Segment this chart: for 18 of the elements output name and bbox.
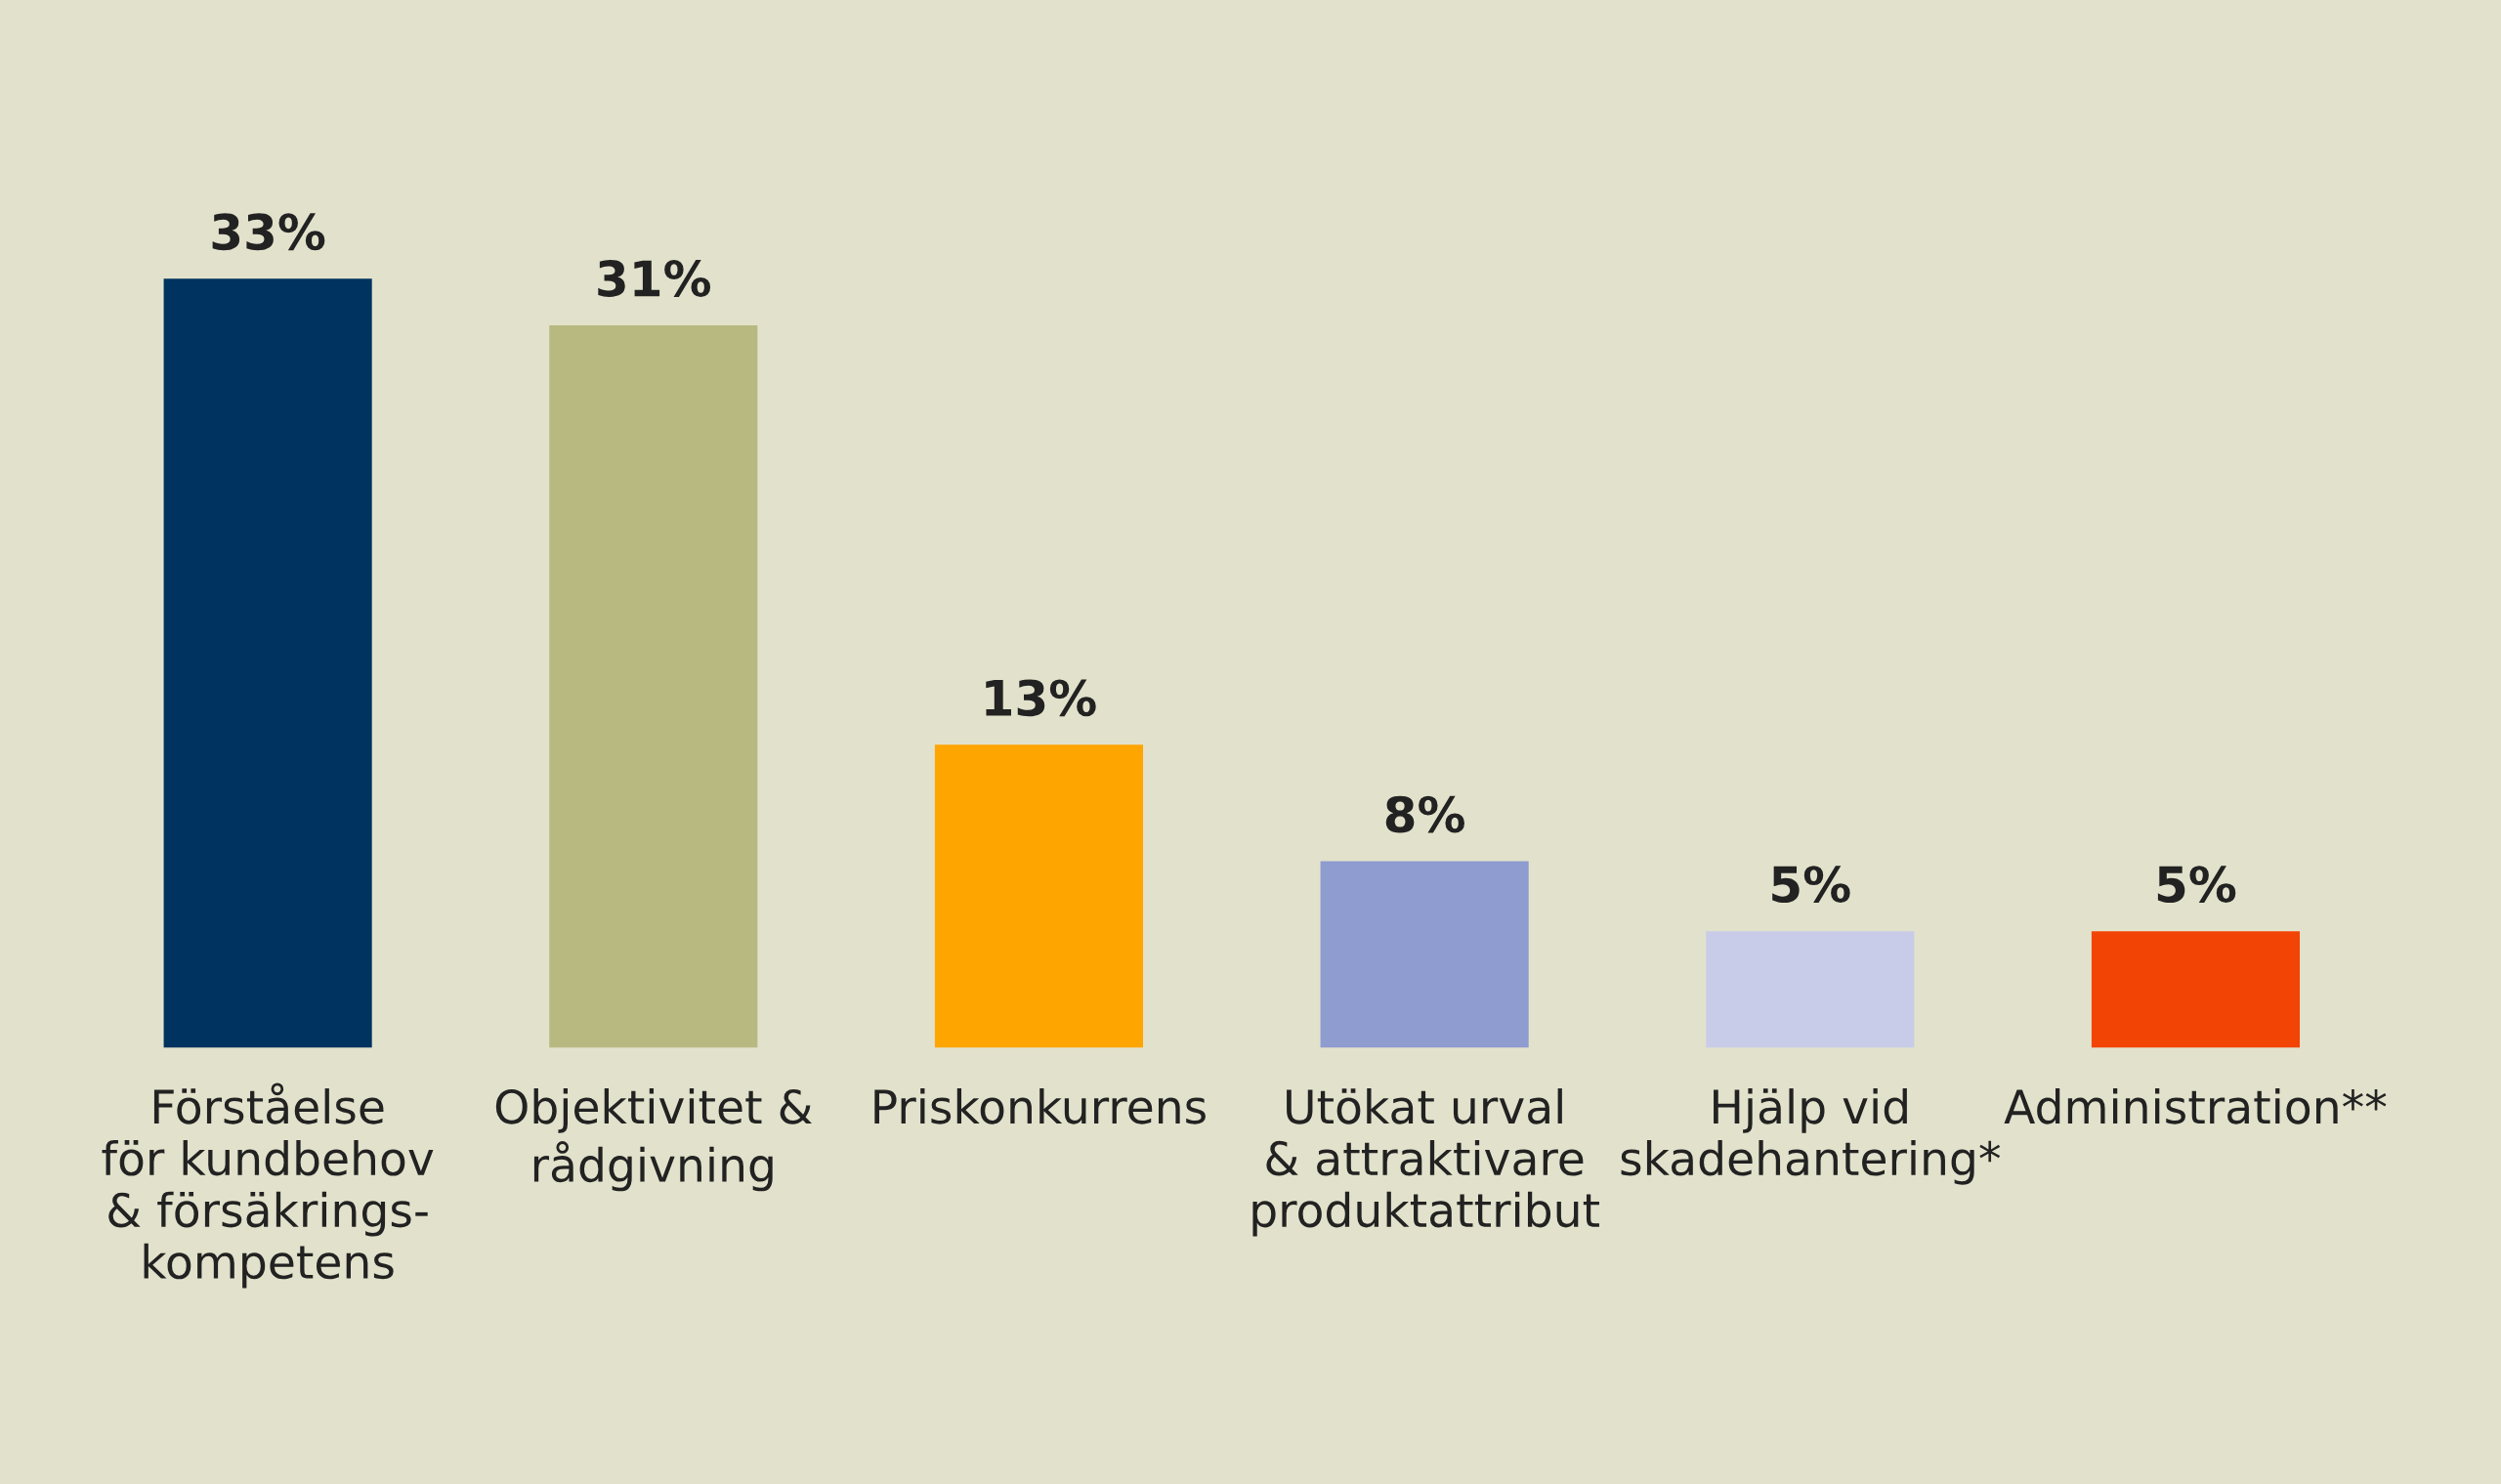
x-tick-label: Objektivitet & rådgivning bbox=[495, 1088, 812, 1192]
bar bbox=[1320, 861, 1529, 1048]
data-label: 13% bbox=[986, 679, 1096, 717]
data-label: 31% bbox=[598, 260, 711, 297]
data-label: 33% bbox=[212, 213, 325, 251]
bar bbox=[1706, 931, 1915, 1048]
data-label: 5% bbox=[1772, 866, 1850, 904]
bar bbox=[163, 278, 372, 1048]
data-label: 5% bbox=[2157, 866, 2236, 904]
data-label: 8% bbox=[1385, 795, 1464, 833]
x-tick-label: Hjälp vid skadehantering* bbox=[1621, 1088, 2001, 1185]
x-tick-label: Administration** bbox=[2004, 1088, 2387, 1124]
bar bbox=[934, 744, 1144, 1048]
x-tick-label: Utökat urval & attraktivare produktattribut bbox=[1252, 1088, 1599, 1237]
bar bbox=[549, 325, 758, 1048]
x-tick-label: Förståelse för kundbehov & försäkrings- kompetens bbox=[102, 1082, 434, 1289]
bar bbox=[2091, 931, 2301, 1048]
x-tick-label: Priskonkurrens bbox=[874, 1088, 1206, 1124]
